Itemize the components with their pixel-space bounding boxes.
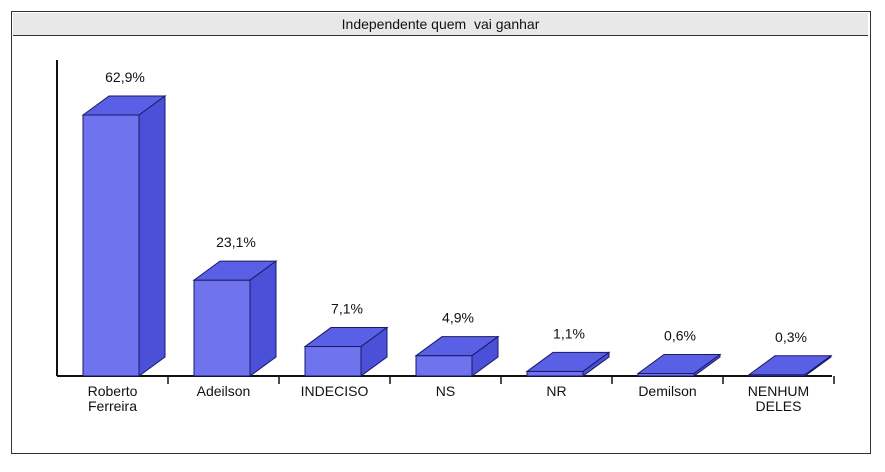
data-label: 62,9% (105, 69, 145, 85)
x-tick-label: NENHUM (748, 383, 809, 399)
x-tick-label: NS (436, 383, 455, 399)
bar-front (415, 355, 473, 377)
bar-side (582, 351, 610, 377)
data-label: 7,1% (331, 301, 363, 317)
bar-side (249, 260, 277, 377)
bar-front (82, 114, 140, 377)
chart-title: Independente quem vai ganhar (13, 13, 868, 36)
x-tick-label: DELES (756, 398, 802, 414)
bar-side (804, 354, 832, 377)
data-label: 4,9% (442, 310, 474, 326)
x-tick-label: Demilson (638, 383, 696, 399)
data-label: 23,1% (216, 234, 256, 250)
x-tick-label: NR (546, 383, 566, 399)
x-tick-label: Ferreira (88, 398, 137, 414)
bar-side (138, 95, 166, 377)
data-label: 0,6% (664, 328, 696, 344)
data-label: 0,3% (775, 329, 807, 345)
bar-side (360, 326, 388, 377)
bar-side (471, 335, 499, 377)
data-label: 1,1% (553, 325, 585, 341)
x-tick-label: Roberto (88, 383, 138, 399)
bar-front (304, 346, 362, 377)
x-tick-label: INDECISO (301, 383, 369, 399)
bar-front (526, 370, 584, 377)
x-tick-label: Adeilson (197, 383, 251, 399)
bar-side (693, 353, 721, 377)
bar-front (193, 279, 251, 377)
